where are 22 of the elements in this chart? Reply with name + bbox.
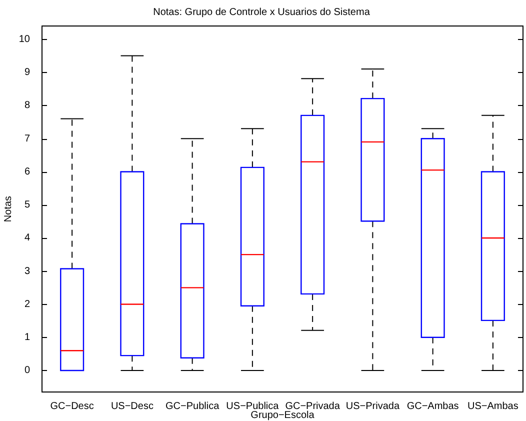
y-tick-label: 5	[24, 200, 30, 211]
x-tick-label: US−Desc	[110, 400, 154, 412]
x-tick-label: US−Ambas	[468, 400, 518, 412]
y-tick-label: 2	[24, 298, 30, 310]
y-tick-label: 6	[24, 166, 30, 178]
y-axis-title: Notas	[2, 196, 14, 222]
x-axis-title: Grupo−Escola	[250, 410, 315, 421]
y-tick-label: 8	[24, 100, 30, 112]
x-tick-label: GC−Ambas	[406, 400, 459, 412]
x-tick-label: GC−Desc	[50, 400, 94, 412]
y-tick-label: 4	[24, 232, 30, 244]
y-tick-label: 3	[24, 266, 30, 277]
y-tick-label: 10	[18, 34, 30, 45]
x-tick-label: GC−Publica	[165, 400, 220, 412]
y-tick-label: 7	[24, 133, 30, 144]
y-tick-label: 9	[24, 67, 30, 78]
chart-title: Notas: Grupo de Controle x Usuarios do Sistema	[153, 6, 370, 18]
x-tick-label: US−Privada	[346, 400, 400, 412]
y-tick-label: 0	[24, 365, 30, 376]
x-tick-label: US−Publica	[226, 400, 280, 412]
x-tick-label: GC−Privada	[285, 400, 340, 412]
y-tick-label: 1	[24, 332, 30, 344]
